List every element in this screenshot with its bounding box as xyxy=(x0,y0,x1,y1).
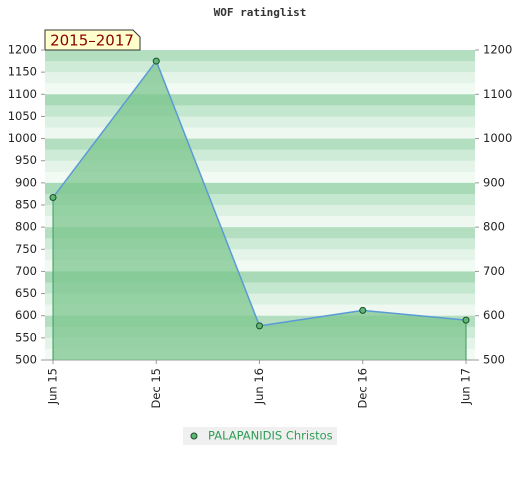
y-tick-label: 800 xyxy=(15,220,37,234)
y2-tick-label: 1100 xyxy=(483,87,512,101)
legend-box xyxy=(183,427,337,445)
x-tick-label: Jun 15 xyxy=(46,368,60,405)
stripe xyxy=(45,260,475,272)
y2-tick-label: 1200 xyxy=(483,43,512,57)
y-tick-label: 1050 xyxy=(8,109,37,123)
x-tick-label: Jun 16 xyxy=(252,368,266,405)
stripe xyxy=(45,282,475,294)
y2-tick-label: 600 xyxy=(483,308,505,322)
stripe xyxy=(45,127,475,139)
y2-tick-label: 700 xyxy=(483,264,505,278)
y-tick-label: 700 xyxy=(15,264,37,278)
point xyxy=(256,322,263,330)
y-tick-label: 900 xyxy=(15,175,37,189)
stripe xyxy=(45,94,475,106)
stripe xyxy=(45,249,475,261)
x-tick-label: Jun 17 xyxy=(459,368,473,405)
y-tick-label: 1200 xyxy=(8,43,37,57)
stripe xyxy=(45,216,475,228)
point xyxy=(462,316,470,324)
stripe xyxy=(45,182,475,195)
y-tick-label: 750 xyxy=(15,242,37,256)
stripe xyxy=(45,138,475,150)
area xyxy=(53,61,466,360)
stripe xyxy=(45,160,475,173)
y-tick-label: 600 xyxy=(15,308,37,322)
stripe xyxy=(45,83,475,95)
stripe xyxy=(45,271,475,283)
y-tick-label: 550 xyxy=(15,330,37,344)
stripe xyxy=(45,171,475,184)
y-tick-label: 950 xyxy=(15,153,37,167)
legend-label: PALAPANIDIS Christos xyxy=(208,429,333,443)
stripe xyxy=(45,293,475,305)
legend-marker xyxy=(190,432,198,440)
y-tick-label: 650 xyxy=(15,286,37,300)
y2-tick-label: 900 xyxy=(483,175,505,189)
y2-tick-label: 500 xyxy=(483,353,505,367)
x-tick-label: Dec 16 xyxy=(355,368,369,409)
stripe xyxy=(45,61,475,73)
chart-title: WOF ratinglist xyxy=(214,6,307,19)
point xyxy=(49,193,57,201)
stripe xyxy=(45,304,475,317)
stripe xyxy=(45,72,475,84)
y2-tick-label: 800 xyxy=(483,220,505,234)
stripe xyxy=(45,50,475,62)
x-tick-label: Dec 15 xyxy=(149,368,163,409)
y-tick-label: 1000 xyxy=(8,131,37,145)
annotation: 2015–2017 xyxy=(50,32,134,50)
stripe xyxy=(45,149,475,162)
stripe xyxy=(45,193,475,206)
point xyxy=(359,306,367,314)
stripe xyxy=(45,116,475,128)
y-tick-label: 1100 xyxy=(8,87,37,101)
stripe xyxy=(45,205,475,217)
stripe xyxy=(45,227,475,239)
y2-tick-label: 1000 xyxy=(483,131,512,145)
stripe xyxy=(45,105,475,117)
y-tick-label: 500 xyxy=(15,353,37,367)
y-tick-label: 850 xyxy=(15,198,37,212)
y-tick-label: 1150 xyxy=(8,65,37,79)
point xyxy=(152,57,160,65)
stripe xyxy=(45,238,475,250)
annotation-box xyxy=(44,29,141,51)
stripe xyxy=(45,315,475,328)
